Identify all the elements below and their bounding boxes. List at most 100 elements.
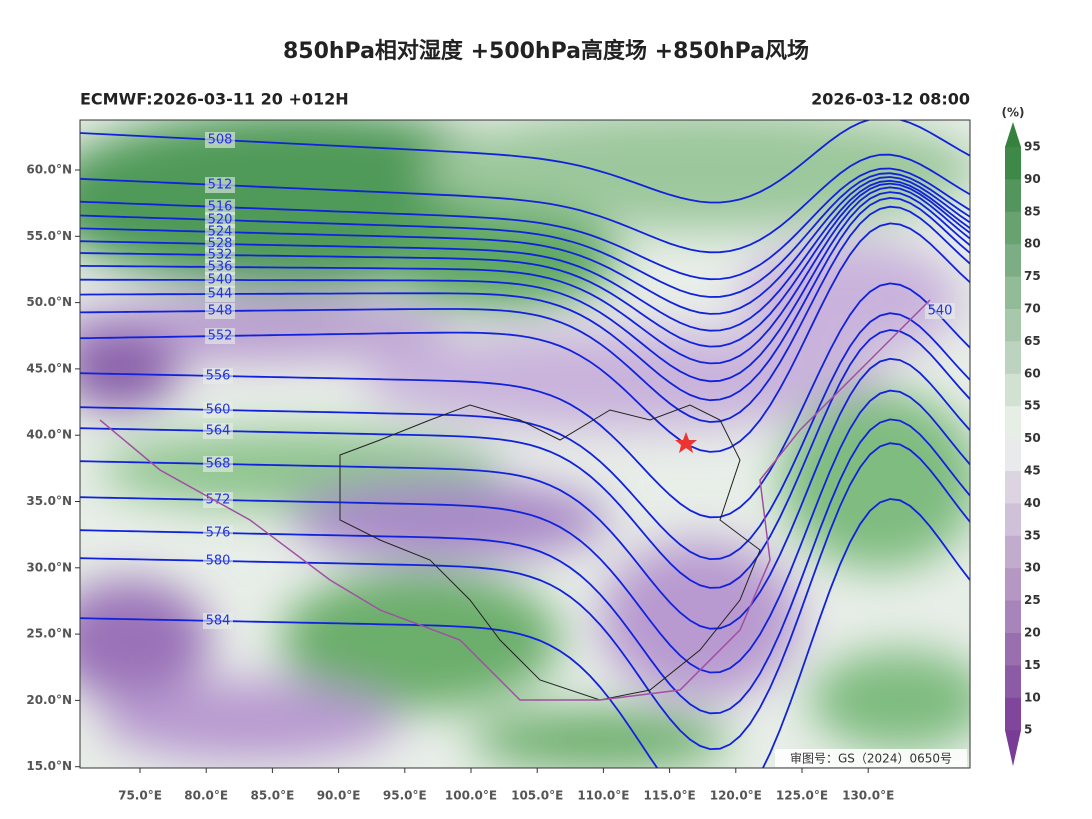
colorbar-label: 40 — [1024, 496, 1041, 510]
contour-label-bg — [203, 423, 233, 439]
lat-label: 30.0°N — [26, 560, 72, 574]
lat-label: 20.0°N — [26, 693, 72, 707]
colorbar-label: 35 — [1024, 528, 1041, 542]
colorbar-label: 50 — [1024, 431, 1041, 445]
country-border — [99, 299, 931, 701]
lat-label: 45.0°N — [26, 361, 72, 375]
lat-label: 55.0°N — [26, 229, 72, 243]
title: 850hPa相对湿度 +500hPa高度场 +850hPa风场 — [283, 38, 809, 64]
contour-label-bg — [205, 132, 235, 148]
lon-label: 130.0°E — [842, 789, 894, 803]
colorbar-label: 25 — [1024, 593, 1041, 607]
contour-label-bg — [203, 553, 233, 569]
contour-label: 540 — [208, 273, 233, 288]
colorbar-band — [1005, 471, 1021, 504]
colorbar-label: 75 — [1024, 269, 1041, 283]
colorbar-label: 10 — [1024, 690, 1041, 704]
lon-label: 120.0°E — [710, 789, 762, 803]
colorbar-band — [1005, 309, 1021, 342]
contour-label: 576 — [206, 526, 231, 541]
contour-label: 548 — [208, 304, 233, 319]
colorbar-label: 65 — [1024, 334, 1041, 348]
contour-label-bg — [203, 613, 233, 629]
colorbar-top — [1005, 122, 1021, 147]
colorbar-band — [1005, 600, 1021, 634]
colorbar-label: 55 — [1024, 399, 1041, 413]
lon-label: 90.0°E — [317, 789, 361, 803]
colorbar-band — [1005, 147, 1021, 180]
contour-label: 544 — [208, 287, 233, 302]
axis-ticks: 60.0°N 55.0°N 50.0°N 45.0°N 40.0°N 35.0°N 30.0… — [26, 163, 894, 803]
lon-label: 105.0°E — [511, 789, 563, 803]
lon-label: 110.0°E — [577, 789, 629, 803]
contour-label: 536 — [208, 260, 233, 275]
contour-label-bg — [203, 492, 233, 508]
colorbar-label: 80 — [1024, 237, 1041, 251]
colorbar-label: 90 — [1024, 172, 1041, 186]
contour-label-bg — [205, 286, 235, 302]
contour-label: 556 — [206, 369, 231, 384]
header-left: ECMWF:2026-03-11 20 +012H — [80, 90, 349, 109]
colorbar-band — [1005, 341, 1021, 375]
colorbar-band — [1005, 211, 1021, 245]
colorbar-band — [1005, 665, 1021, 699]
contour-label-bg — [203, 402, 233, 418]
contour-label: 564 — [206, 424, 231, 439]
colorbar-band — [1005, 179, 1021, 213]
contour-label-bg — [925, 303, 955, 319]
contour-label: 524 — [208, 225, 233, 240]
colorbar-band — [1005, 535, 1021, 569]
province-borders — [339, 404, 761, 701]
lat-label: 60.0°N — [26, 163, 72, 177]
lon-label: 95.0°E — [383, 789, 427, 803]
contour-label-bg — [203, 525, 233, 541]
footer-box — [775, 749, 967, 767]
contour-label: 580 — [206, 554, 231, 569]
colorbar-bottom — [1005, 730, 1021, 767]
contour-label: 540 — [928, 304, 953, 319]
colorbar-label: 30 — [1024, 561, 1041, 575]
contour-label: 520 — [208, 213, 233, 228]
map-frame — [79, 119, 971, 769]
lat-label: 40.0°N — [26, 428, 72, 442]
lon-label: 85.0°E — [250, 789, 294, 803]
colorbar-band — [1005, 406, 1021, 440]
contour-label-bg — [205, 199, 235, 215]
colorbar-band — [1005, 373, 1021, 407]
colorbar-label: 70 — [1024, 302, 1041, 316]
contour-label-bg — [205, 177, 235, 193]
lat-label: 35.0°N — [26, 494, 72, 508]
beijing-star — [675, 432, 697, 453]
colorbar-band — [1005, 503, 1021, 537]
colorbar-unit: (%) — [1002, 106, 1025, 120]
height-contours: 5085125165205245285325365405445485525565… — [80, 120, 970, 768]
contour-label-bg — [203, 456, 233, 472]
contour-label: 512 — [208, 178, 233, 193]
lat-label: 15.0°N — [26, 759, 72, 773]
lat-label: 50.0°N — [26, 295, 72, 309]
colorbar-band — [1005, 244, 1021, 278]
lat-label: 25.0°N — [26, 627, 72, 641]
approval-number: 审图号：GS（2024）0650号 — [790, 751, 952, 766]
header-right: 2026-03-12 08:00 — [811, 90, 970, 109]
contour-label: 560 — [206, 403, 231, 418]
lon-label: 75.0°E — [118, 789, 162, 803]
contour-label-bg — [205, 303, 235, 319]
colorbar-label: 60 — [1024, 366, 1041, 380]
contour-label-bg — [203, 368, 233, 384]
colorbar-label: 95 — [1024, 140, 1041, 154]
colorbar-band — [1005, 633, 1021, 666]
map-field: 5085125165205245285325365405445485525565… — [80, 120, 970, 768]
colorbar-label: 15 — [1024, 658, 1041, 672]
colorbar-band — [1005, 276, 1021, 310]
contour-label: 516 — [208, 200, 233, 215]
colorbar: 95 90 85 80 75 70 65 60 55 50 45 40 35 30 25 20 15 10 5 — [1005, 122, 1041, 767]
contour-label: 552 — [208, 329, 233, 344]
colorbar-label: 45 — [1024, 464, 1041, 478]
lon-label: 115.0°E — [644, 789, 696, 803]
colorbar-label: 5 — [1024, 723, 1032, 737]
contour-label: 508 — [208, 133, 233, 148]
lon-label: 80.0°E — [184, 789, 228, 803]
colorbar-band — [1005, 438, 1021, 472]
